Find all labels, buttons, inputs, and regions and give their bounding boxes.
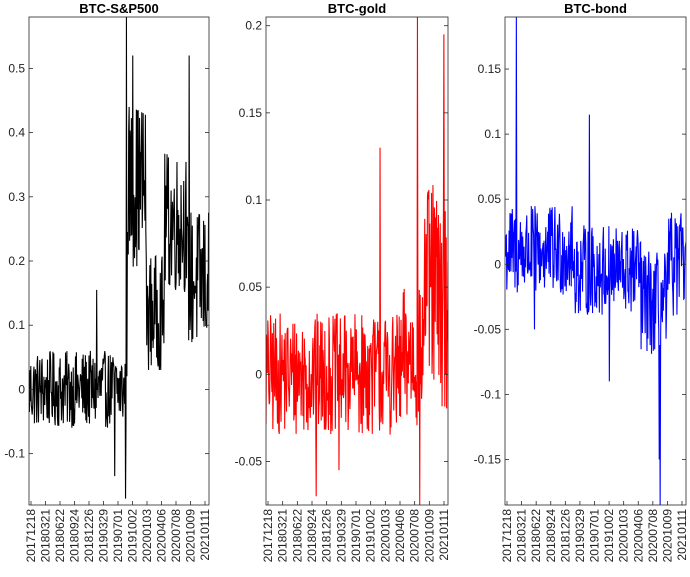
y-tick-label: 0.2 [8, 254, 25, 268]
x-tick-label: 20210111 [198, 509, 212, 561]
x-tick-label: 20200708 [408, 509, 422, 563]
chart-title: BTC-gold [328, 1, 387, 16]
x-tick-label: 20180622 [290, 509, 304, 563]
x-tick-label: 20181226 [82, 509, 96, 563]
axes-box [504, 16, 687, 506]
x-tick-label: 20201009 [422, 509, 436, 563]
x-tick-label: 20200406 [155, 509, 169, 563]
x-tick-label: 20180924 [544, 509, 558, 563]
y-tick-label: -0.1 [480, 387, 501, 401]
x-tick-label: 20191002 [126, 509, 140, 563]
x-tick-label: 20180321 [276, 509, 290, 563]
y-tick-label: 0.5 [8, 61, 25, 75]
x-tick-label: 20200103 [140, 509, 154, 563]
x-tick-label: 20210111 [437, 509, 451, 561]
series-line-2 [266, 17, 448, 505]
x-tick-label: 20171218 [261, 509, 275, 563]
x-tick-label: 20171218 [500, 509, 514, 563]
panel-3: -0.15 -0.1 -0.05 0 0.05 0.1 0.15 20171218 201803… [474, 1, 689, 562]
x-tick-label: 20200708 [169, 509, 183, 563]
x-tick-label: 20191002 [364, 509, 378, 563]
x-tick-label: 20200708 [646, 509, 660, 563]
y-tick-label: -0.05 [235, 454, 263, 468]
x-tick-label: 20190329 [573, 509, 587, 563]
x-tick-label: 20190329 [97, 509, 111, 563]
x-tick-label: 20181226 [320, 509, 334, 563]
y-tick-label: 0.1 [484, 127, 501, 141]
y-tick-label: 0.15 [478, 62, 502, 76]
x-tick-label: 20190701 [588, 509, 602, 563]
x-tick-label: 20210111 [675, 509, 689, 561]
x-tick-label: 20180321 [39, 509, 53, 563]
x-tick-label: 20180622 [529, 509, 543, 563]
x-tick-label: 20180924 [305, 509, 319, 563]
x-tick-label: 20190701 [111, 509, 125, 563]
y-tick-label: 0 [18, 382, 25, 396]
y-tick-label: 0.1 [245, 193, 262, 207]
x-tick-label: 20200103 [617, 509, 631, 563]
y-tick-label: 0 [494, 257, 501, 271]
x-tick-label: 20201009 [184, 509, 198, 563]
y-tick-label: 0.15 [239, 106, 263, 120]
x-tick-label: 20191002 [602, 509, 616, 563]
x-tick-label: 20200406 [393, 509, 407, 563]
chart-title: BTC-bond [564, 1, 627, 16]
x-tick-label: 20171218 [24, 509, 38, 563]
y-tick-label: -0.05 [474, 322, 502, 336]
axes-box [265, 16, 449, 506]
x-tick-label: 20180924 [68, 509, 82, 563]
y-tick-label: 0.05 [239, 280, 263, 294]
x-tick-label: 20200406 [631, 509, 645, 563]
y-tick-label: -0.15 [474, 452, 502, 466]
series-line-3 [505, 17, 686, 505]
x-tick-label: 20180321 [515, 509, 529, 563]
y-tick-label: 0.1 [8, 318, 25, 332]
x-tick-label: 20190329 [334, 509, 348, 563]
y-tick-label: 0.3 [8, 190, 25, 204]
y-tick-label: -0.1 [4, 447, 25, 461]
y-tick-label: 0.4 [8, 126, 25, 140]
y-tick-label: 0.05 [478, 192, 502, 206]
x-tick-label: 20181226 [558, 509, 572, 563]
x-tick-label: 20201009 [660, 509, 674, 563]
y-tick-label: 0 [255, 367, 262, 381]
x-tick-label: 20190701 [349, 509, 363, 563]
chart-title: BTC-S&P500 [79, 1, 158, 16]
x-tick-label: 20200103 [378, 509, 392, 563]
y-tick-label: 0.2 [245, 19, 262, 33]
series-line-1 [29, 17, 209, 499]
x-tick-label: 20180622 [53, 509, 67, 563]
